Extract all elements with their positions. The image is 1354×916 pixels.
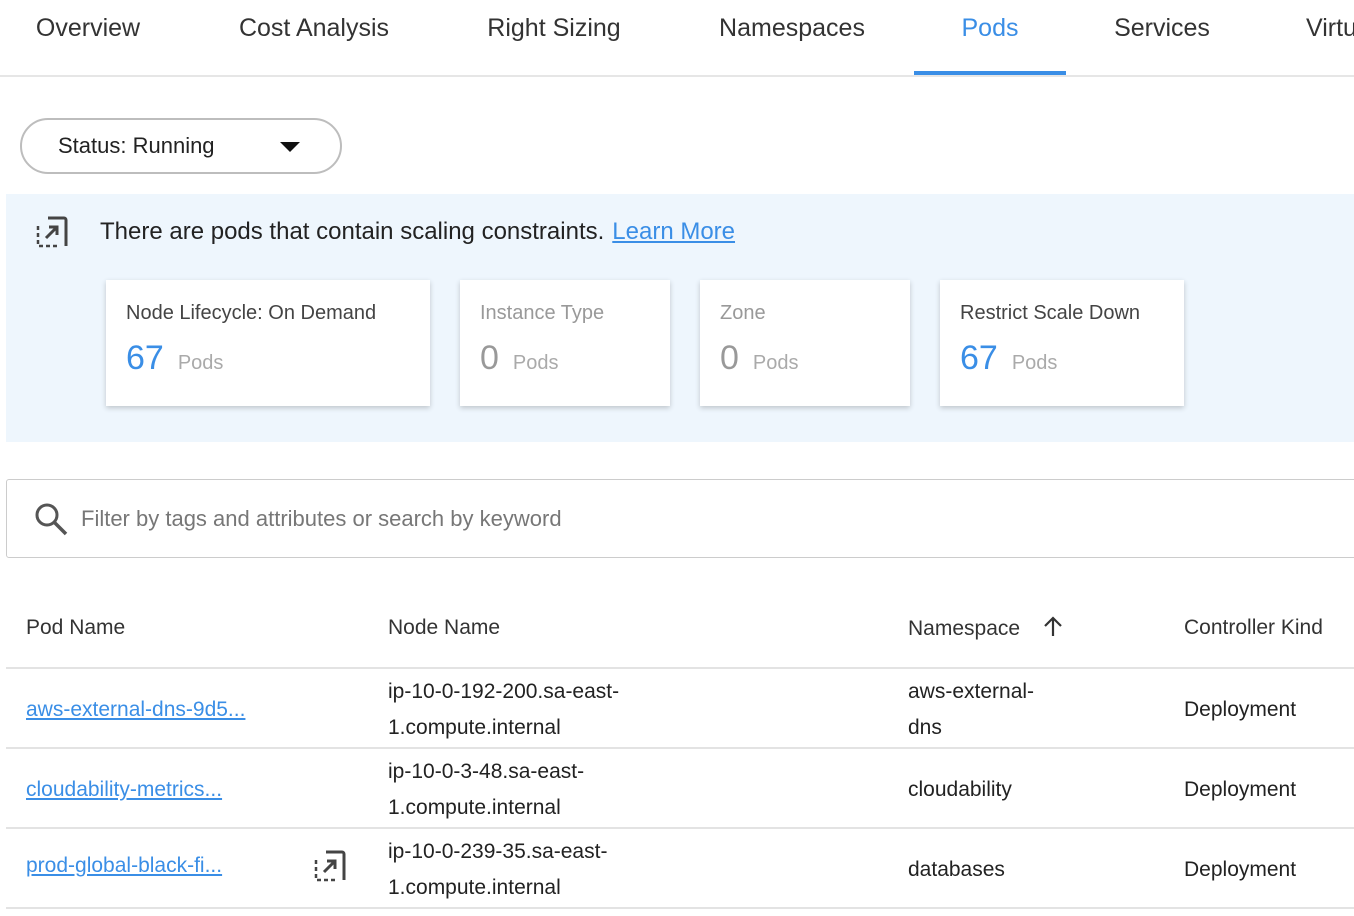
pod-name-link[interactable]: aws-external-dns-9d5... — [26, 698, 246, 721]
tab-pods[interactable]: Pods — [961, 14, 1019, 42]
node-name-line2: 1.compute.internal — [388, 796, 561, 819]
card-title: Restrict Scale Down — [960, 302, 1141, 324]
card-unit: Pods — [752, 352, 799, 374]
card-title: Instance Type — [480, 302, 605, 324]
node-name-line1: ip-10-0-3-48.sa-east- — [388, 760, 585, 783]
external-link-icon — [36, 216, 68, 248]
scaling-constraints-banner: There are pods that contain scaling cons… — [6, 194, 1354, 442]
controller-kind: Deployment — [1184, 698, 1297, 721]
card-title: Zone — [720, 302, 766, 324]
column-header-node-name[interactable]: Node Name — [388, 616, 501, 639]
controller-kind: Deployment — [1184, 778, 1297, 801]
column-header-namespace[interactable]: Namespace — [908, 616, 1064, 641]
divider — [6, 747, 1354, 749]
caret-down-icon — [280, 142, 300, 152]
card-count: 67 — [126, 339, 164, 377]
divider — [6, 827, 1354, 829]
search-icon — [35, 503, 68, 535]
tab-namespaces[interactable]: Namespaces — [719, 14, 865, 42]
namespace-line2: dns — [908, 716, 942, 739]
tab-virtual[interactable]: Virtu — [1306, 14, 1354, 42]
pod-name-link[interactable]: cloudability-metrics... — [26, 778, 223, 801]
card-count: 67 — [960, 339, 998, 377]
namespace: databases — [908, 858, 1005, 881]
banner-message-text: There are pods that contain scaling cons… — [100, 218, 605, 245]
card-unit: Pods — [1011, 352, 1058, 374]
card-unit: Pods — [177, 352, 224, 374]
node-name-line1: ip-10-0-239-35.sa-east- — [388, 840, 608, 863]
sort-ascending-icon[interactable] — [1042, 616, 1064, 638]
active-tab-indicator — [914, 71, 1066, 75]
column-header-pod-name[interactable]: Pod Name — [26, 616, 126, 639]
card-count: 0 — [480, 339, 499, 377]
namespace-line1: aws-external- — [908, 680, 1035, 703]
card-unit: Pods — [512, 352, 559, 374]
column-header-namespace-label: Namespace — [908, 617, 1021, 640]
banner-message: There are pods that contain scaling cons… — [100, 218, 735, 246]
tab-overview[interactable]: Overview — [35, 14, 141, 42]
pod-name-link[interactable]: prod-global-black-fi... — [26, 854, 223, 877]
tab-right-sizing[interactable]: Right Sizing — [487, 14, 621, 42]
scaling-constraint-icon[interactable] — [314, 850, 346, 882]
node-name-line1: ip-10-0-192-200.sa-east- — [388, 680, 620, 703]
node-name-line2: 1.compute.internal — [388, 876, 561, 899]
node-name-line2: 1.compute.internal — [388, 716, 561, 739]
namespace: cloudability — [908, 778, 1012, 801]
learn-more-link[interactable]: Learn More — [612, 218, 736, 245]
search-input[interactable] — [81, 505, 1181, 532]
tab-services[interactable]: Services — [1114, 14, 1210, 42]
tab-cost-analysis[interactable]: Cost Analysis — [238, 14, 390, 42]
constraint-card-restrict-scale-down[interactable]: Restrict Scale Down 67 Pods — [940, 280, 1184, 406]
card-count: 0 — [720, 339, 739, 377]
divider — [6, 907, 1354, 909]
constraint-card-node-lifecycle[interactable]: Node Lifecycle: On Demand 67 Pods — [106, 280, 430, 406]
search-box — [6, 479, 1354, 558]
column-header-controller-kind[interactable]: Controller Kind — [1184, 616, 1323, 639]
constraint-card-zone[interactable]: Zone 0 Pods — [700, 280, 910, 406]
tab-bar: Overview Cost Analysis Right Sizing Name… — [0, 0, 1354, 77]
divider — [6, 667, 1354, 669]
controller-kind: Deployment — [1184, 858, 1297, 881]
card-title: Node Lifecycle: On Demand — [126, 302, 377, 324]
status-filter-dropdown[interactable]: Status: Running — [20, 118, 342, 174]
status-filter-label: Status: Running — [58, 133, 215, 158]
constraint-card-instance-type[interactable]: Instance Type 0 Pods — [460, 280, 670, 406]
